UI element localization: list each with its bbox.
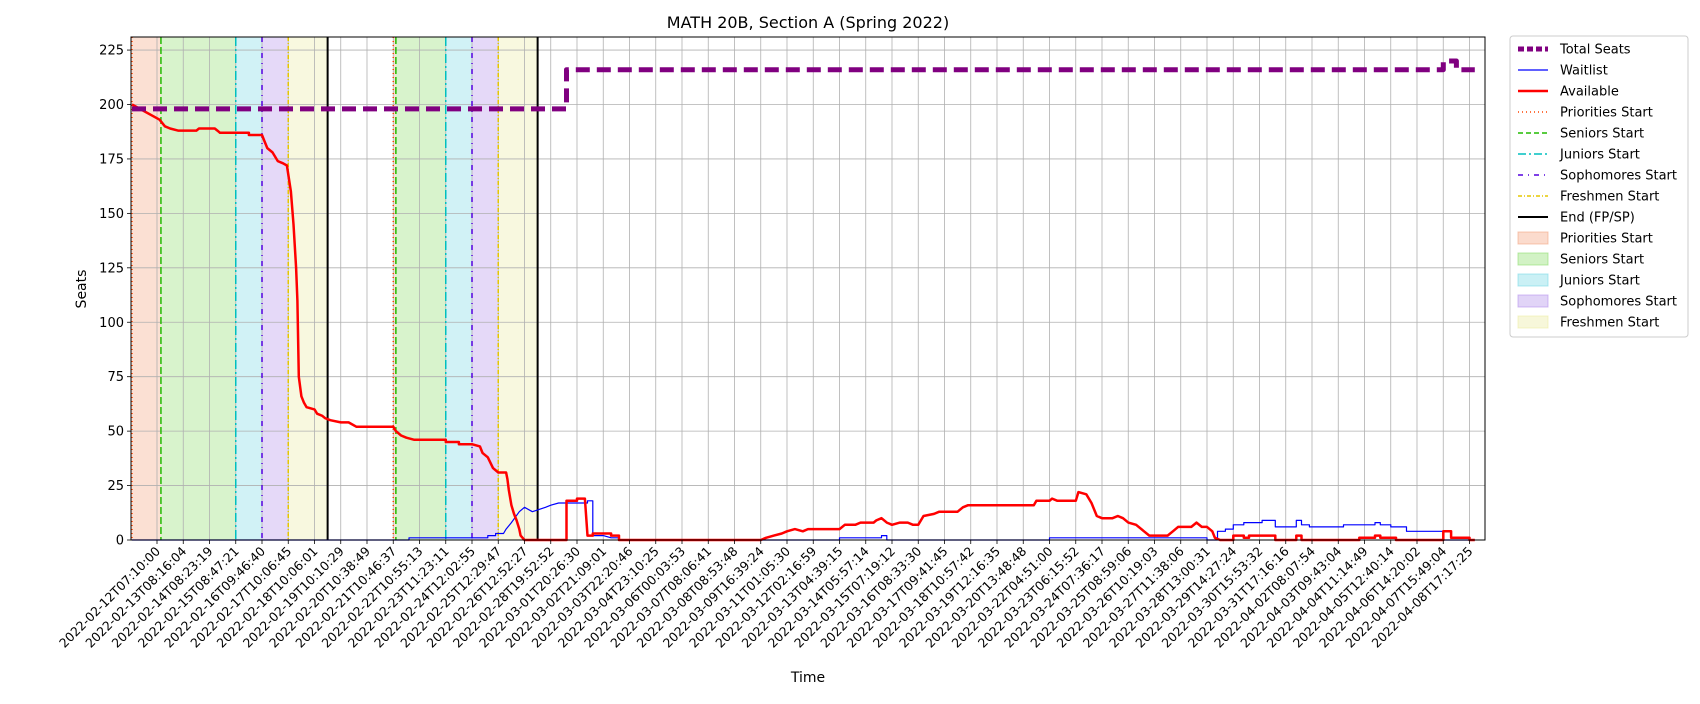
y-axis-label: Seats: [74, 270, 90, 309]
legend-swatch-juniors-start: [1517, 273, 1549, 287]
phase-band-juniors-start: [445, 37, 472, 540]
legend-swatch-seniors-start: [1517, 252, 1549, 266]
legend-label: Freshmen Start: [1560, 316, 1659, 331]
plot-frame: [130, 36, 1486, 541]
series-lines: [131, 58, 1475, 542]
legend-label: Available: [1560, 85, 1619, 100]
phase-band-sophomores-start: [262, 37, 289, 540]
phase-bands: [131, 37, 538, 540]
y-tick-label: 225: [99, 44, 124, 59]
legend-swatch-sophomores-start: [1517, 294, 1549, 308]
y-axis: 0 25 50 75 100 125 150 175 200 225: [99, 44, 131, 549]
y-tick-label: 100: [99, 316, 124, 331]
grid-lines: [131, 37, 1485, 541]
phase-band-priorities-start: [131, 37, 161, 540]
y-tick-label: 25: [107, 479, 124, 494]
y-tick-label: 125: [99, 261, 124, 276]
phase-band-seniors-start: [160, 37, 236, 540]
legend-label: Seniors Start: [1560, 253, 1644, 268]
legend-label: Total Seats: [1559, 43, 1631, 58]
y-tick-label: 200: [99, 98, 124, 113]
legend-swatch-priorities-start: [1517, 231, 1549, 245]
y-tick-label: 150: [99, 207, 124, 222]
phase-band-sophomores-start: [472, 37, 499, 540]
legend-label: Sophomores Start: [1560, 169, 1677, 184]
phase-vertical-lines: [131, 37, 539, 540]
legend-label: Priorities Start: [1560, 232, 1653, 247]
y-tick-label: 50: [107, 425, 124, 440]
legend-label: Sophomores Start: [1560, 295, 1677, 310]
phase-band-juniors-start: [235, 37, 262, 540]
x-axis-label: Time: [790, 670, 825, 686]
legend-label: Juniors Start: [1559, 274, 1640, 289]
y-tick-label: 75: [107, 370, 124, 385]
legend-label: Waitlist: [1560, 64, 1608, 79]
legend-box: [1509, 35, 1689, 338]
series-available: [131, 103, 1475, 542]
phase-band-seniors-start: [395, 37, 446, 540]
y-tick-label: 0: [116, 534, 124, 549]
series-waitlist: [132, 500, 1475, 541]
phase-band-priorities-start: [393, 37, 396, 540]
phase-band-freshmen-start: [498, 37, 538, 540]
chart-title: MATH 20B, Section A (Spring 2022): [667, 13, 949, 32]
legend-label: Priorities Start: [1560, 106, 1653, 121]
legend-label: End (FP/SP): [1560, 211, 1635, 226]
legend-label: Freshmen Start: [1560, 190, 1659, 205]
legend-swatch-freshmen-start: [1517, 315, 1549, 329]
legend-label: Seniors Start: [1560, 127, 1644, 142]
series-total-seats: [132, 58, 1475, 112]
y-tick-label: 175: [99, 152, 124, 167]
legend-label: Juniors Start: [1559, 148, 1640, 163]
legend: Total Seats Waitlist Available Priorities S…: [1509, 35, 1689, 338]
x-axis: 2022-02-12T07:10:002022-02-13T08:16:0420…: [56, 540, 1476, 651]
phase-band-freshmen-start: [288, 37, 328, 540]
